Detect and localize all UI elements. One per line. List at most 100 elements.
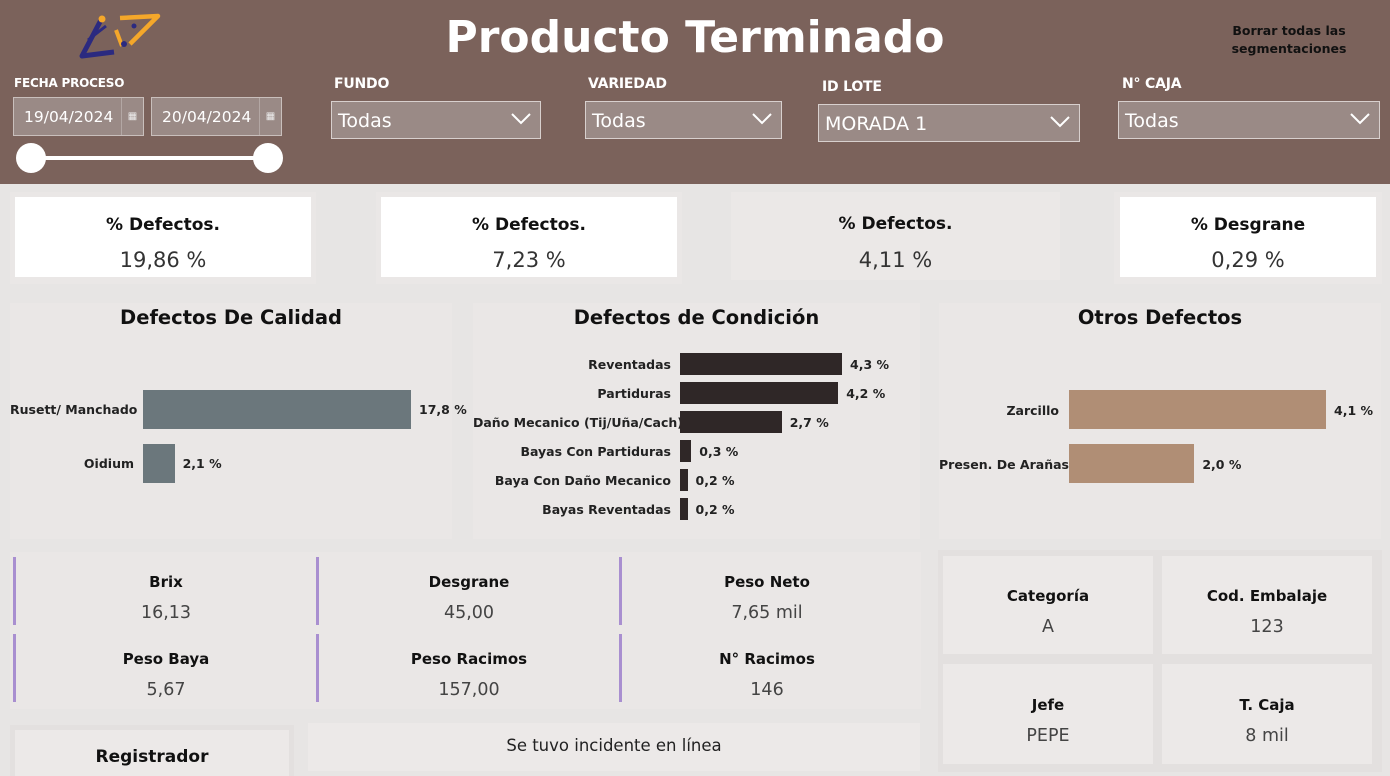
chevron-down-icon	[1350, 113, 1370, 125]
bar-value: 0,2 %	[695, 473, 735, 488]
chart-defectos-condicion: Defectos de Condición Reventadas 4,3 % P…	[473, 303, 920, 539]
kpi-card-defectos-otros: % Defectos. 4,11 %	[731, 192, 1060, 280]
tile-label: T. Caja	[1239, 696, 1295, 714]
metric-value-desgrane: 45,00	[443, 603, 495, 623]
kpi-card-defectos-total: % Defectos. 19,86 %	[10, 192, 316, 284]
info-tile-t-caja: T. Caja 8 mil	[1162, 664, 1372, 764]
bar-value: 0,2 %	[695, 502, 735, 517]
bar-label: Bayas Con Partiduras	[520, 444, 671, 459]
metric-label-peso-racimos: Peso Racimos	[410, 650, 528, 668]
chevron-down-icon	[511, 113, 531, 125]
separator	[316, 557, 319, 625]
tile-label: Jefe	[1031, 696, 1065, 714]
bar-value: 4,1 %	[1334, 403, 1374, 418]
logo-icon	[79, 13, 161, 59]
bar[interactable]	[680, 411, 782, 433]
start-date-value: 19/04/2024	[24, 108, 114, 126]
bar-label: Bayas Reventadas	[542, 502, 671, 517]
info-tile-categoria: Categoría A	[943, 556, 1153, 654]
calendar-icon[interactable]: ▦	[121, 98, 143, 135]
tile-value: 123	[1250, 617, 1284, 637]
report-header: Producto Terminado Borrar todas las segm…	[0, 0, 1390, 184]
bar[interactable]	[143, 444, 175, 483]
bar-label: Presen. De Arañas	[939, 457, 1069, 472]
bar[interactable]	[680, 353, 842, 375]
metric-label-desgrane: Desgrane	[428, 573, 510, 591]
caja-value: Todas	[1125, 110, 1179, 132]
incident-text: Se tuvo incidente en línea	[506, 736, 722, 755]
tile-label: Categoría	[1006, 587, 1090, 605]
bar-value: 2,1 %	[182, 456, 222, 471]
registrador-card: Registrador	[10, 725, 294, 776]
kpi-card-defectos-condicion: % Defectos. 7,23 %	[376, 192, 682, 284]
end-date-value: 20/04/2024	[162, 108, 252, 126]
page-title: Producto Terminado	[445, 12, 945, 63]
bar-value: 17,8 %	[419, 402, 467, 417]
metric-value-peso-baya: 5,67	[146, 680, 186, 700]
kpi-card-inner: % Defectos. 19,86 %	[15, 197, 311, 277]
kpi-value: 7,23 %	[492, 248, 566, 272]
slider-end-handle[interactable]	[253, 143, 283, 173]
bar[interactable]	[680, 498, 688, 520]
metric-label-brix: Brix	[149, 573, 183, 591]
calendar-icon[interactable]: ▦	[259, 98, 281, 135]
bar-label: Partiduras	[597, 386, 671, 401]
separator	[13, 634, 16, 702]
separator	[13, 557, 16, 625]
bar-label: Reventadas	[588, 357, 671, 372]
id-lote-value: MORADA 1	[825, 113, 928, 135]
variedad-label: VARIEDAD	[588, 76, 667, 92]
chevron-down-icon	[752, 113, 772, 125]
bar[interactable]	[1069, 444, 1195, 483]
clear-slicers-button[interactable]: Borrar todas las segmentaciones	[1231, 23, 1347, 56]
bar-value: 0,3 %	[699, 444, 739, 459]
metric-value-n-racimos: 146	[750, 680, 784, 700]
date-range-slider[interactable]	[30, 156, 268, 160]
info-tiles-panel: Categoría A Cod. Embalaje 123 Jefe PEPE …	[938, 550, 1382, 772]
kpi-value: 0,29 %	[1211, 248, 1285, 272]
slider-start-handle[interactable]	[16, 143, 46, 173]
kpi-value: 19,86 %	[119, 248, 207, 272]
fundo-dropdown[interactable]: Todas	[331, 101, 541, 139]
caja-dropdown[interactable]: Todas	[1118, 101, 1380, 139]
metric-value-peso-racimos: 157,00	[438, 680, 500, 700]
bar[interactable]	[680, 440, 692, 462]
tile-label: Cod. Embalaje	[1206, 587, 1328, 605]
kpi-label: % Defectos.	[106, 215, 220, 235]
bar-label: Oidium	[83, 456, 134, 471]
separator	[316, 634, 319, 702]
metric-label-peso-baya: Peso Baya	[122, 650, 210, 668]
kpi-label: % Defectos.	[838, 214, 953, 234]
bar-value: 2,0 %	[1202, 457, 1242, 472]
chart-otros-defectos: Otros Defectos Zarcillo 4,1 % Presen. De…	[939, 303, 1381, 539]
bar[interactable]	[680, 382, 839, 404]
variedad-dropdown[interactable]: Todas	[585, 101, 782, 139]
info-tile-cod-embalaje: Cod. Embalaje 123	[1162, 556, 1372, 654]
metrics-panel: Brix 16,13 Desgrane 45,00 Peso Neto 7,65…	[10, 552, 921, 709]
bar[interactable]	[680, 469, 688, 491]
id-lote-label: ID LOTE	[822, 79, 882, 95]
fundo-value: Todas	[338, 110, 392, 132]
kpi-label: % Defectos.	[472, 215, 586, 235]
metric-label-n-racimos: N° Racimos	[719, 650, 815, 668]
metric-value-brix: 16,13	[140, 603, 192, 623]
bar[interactable]	[1069, 390, 1326, 429]
tile-value: 8 mil	[1245, 726, 1289, 746]
fecha-proceso-label: FECHA PROCESO	[14, 76, 125, 90]
separator	[619, 634, 622, 702]
kpi-label: % Desgrane	[1190, 215, 1306, 235]
bar-label: Rusett/ Manchado	[10, 402, 138, 417]
id-lote-dropdown[interactable]: MORADA 1	[818, 104, 1080, 142]
metric-value-peso-neto: 7,65 mil	[731, 603, 803, 623]
bar[interactable]	[143, 390, 411, 429]
incident-card: Se tuvo incidente en línea	[308, 723, 920, 771]
metric-label-peso-neto: Peso Neto	[724, 573, 810, 591]
tile-value: A	[1042, 617, 1054, 637]
info-tile-jefe: Jefe PEPE	[943, 664, 1153, 764]
start-date-input[interactable]: 19/04/2024 ▦	[13, 97, 144, 136]
bar-label: Daño Mecanico (Tij/Uña/Cach)	[473, 415, 683, 430]
end-date-input[interactable]: 20/04/2024 ▦	[151, 97, 282, 136]
bar-label: Baya Con Daño Mecanico	[494, 473, 671, 488]
variedad-value: Todas	[592, 110, 646, 132]
kpi-card-inner: % Defectos. 7,23 %	[381, 197, 677, 277]
